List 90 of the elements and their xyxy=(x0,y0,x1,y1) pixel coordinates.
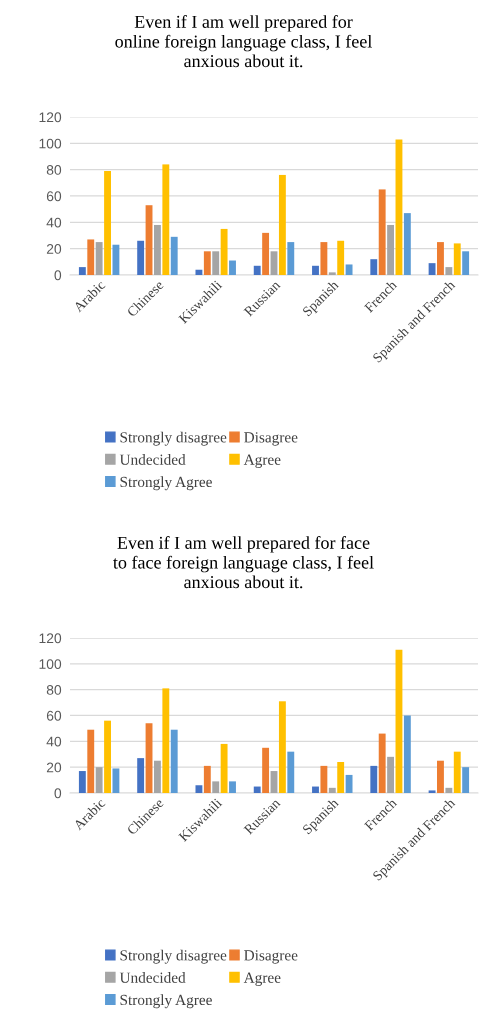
y-tick-label: 100 xyxy=(39,659,62,669)
bar xyxy=(253,786,261,793)
y-tick-label: 60 xyxy=(46,710,62,721)
bar xyxy=(253,265,261,275)
y-tick-label: 120 xyxy=(39,633,62,644)
bar xyxy=(378,733,386,793)
bar xyxy=(220,743,228,793)
bar xyxy=(112,768,120,793)
bar xyxy=(428,263,436,275)
bar xyxy=(345,264,353,275)
legend-label: Strongly disagree xyxy=(120,949,227,964)
bar xyxy=(378,189,386,275)
bar xyxy=(337,762,345,793)
bar xyxy=(403,715,411,793)
bar xyxy=(287,242,295,275)
bar xyxy=(328,787,336,793)
bar xyxy=(278,701,286,793)
bar xyxy=(345,774,353,793)
bar xyxy=(262,232,270,275)
bar xyxy=(95,767,103,793)
legend-label: Strongly Agree xyxy=(120,476,212,491)
bar xyxy=(78,771,86,793)
chart-title: Even if I am well prepared for online foreign language class, I feel anxious about it. xyxy=(115,15,372,68)
bar xyxy=(195,785,203,793)
bar xyxy=(137,758,145,793)
legend-label: Disagree xyxy=(244,432,298,446)
bar xyxy=(162,164,170,275)
y-tick-label: 20 xyxy=(46,762,62,773)
bar xyxy=(387,756,395,793)
bar xyxy=(195,269,203,275)
legend-label: Undecided xyxy=(119,972,186,983)
bar xyxy=(212,251,220,275)
legend-label: Strongly disagree xyxy=(120,431,227,446)
bar xyxy=(229,781,236,793)
bar xyxy=(95,242,103,275)
bar xyxy=(337,240,345,275)
y-tick-label: 0 xyxy=(54,270,62,281)
legend-label: Undecided xyxy=(119,454,186,465)
bar xyxy=(153,760,161,793)
bar xyxy=(370,765,378,793)
bar xyxy=(78,267,86,275)
bar xyxy=(87,729,95,793)
bar xyxy=(104,170,111,275)
legend-label: Agree xyxy=(243,454,281,468)
bar xyxy=(453,243,461,275)
bar xyxy=(328,272,336,275)
bar xyxy=(445,787,453,793)
legend-label: Strongly Agree xyxy=(120,994,212,1009)
bar xyxy=(312,265,319,275)
bar xyxy=(278,174,286,275)
bar xyxy=(320,765,328,793)
bar xyxy=(320,242,328,275)
bar xyxy=(112,244,120,275)
y-tick-label: 80 xyxy=(46,685,62,695)
bar xyxy=(162,688,170,793)
bar xyxy=(403,213,411,275)
y-tick-label: 120 xyxy=(39,112,62,123)
y-tick-label: 40 xyxy=(46,217,62,228)
bar xyxy=(104,720,111,793)
bar xyxy=(229,260,236,275)
y-tick-label: 60 xyxy=(46,191,62,202)
bar xyxy=(462,767,470,793)
bar xyxy=(370,259,378,275)
legend-label: Disagree xyxy=(244,950,298,964)
bar xyxy=(445,267,453,275)
bar xyxy=(220,228,228,275)
y-tick-label: 20 xyxy=(46,244,62,254)
bar xyxy=(462,251,470,275)
bar xyxy=(453,751,461,793)
bar xyxy=(312,786,319,793)
bar xyxy=(262,747,270,793)
bar xyxy=(153,224,161,275)
y-tick-label: 0 xyxy=(54,788,62,799)
y-tick-label: 80 xyxy=(46,165,62,175)
bar xyxy=(203,251,211,275)
bar xyxy=(203,765,211,793)
bar xyxy=(87,239,95,275)
chart-title: Even if I am well prepared for face to face foreign language class, I feel anxious about it. xyxy=(113,536,374,589)
legend-label: Agree xyxy=(243,972,281,986)
bar xyxy=(428,790,436,793)
bar xyxy=(137,240,145,275)
y-tick-label: 40 xyxy=(46,736,62,747)
bar xyxy=(287,751,295,793)
bar xyxy=(387,224,395,275)
y-tick-label: 100 xyxy=(39,138,62,149)
bar xyxy=(170,729,178,793)
bar xyxy=(170,236,178,275)
bar xyxy=(437,760,444,793)
bar xyxy=(212,781,220,793)
bar xyxy=(437,242,444,275)
